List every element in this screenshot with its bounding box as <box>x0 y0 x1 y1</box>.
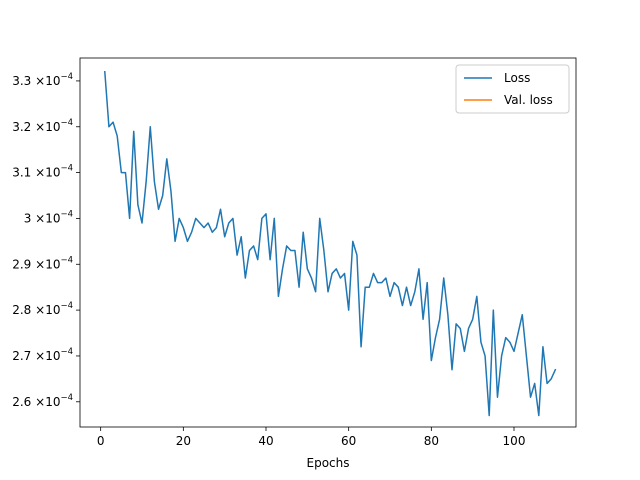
y-tick-label-5: 3.1 ×10−4 <box>12 164 73 180</box>
legend-label-0: Loss <box>504 71 530 85</box>
legend: Loss Val. loss <box>455 64 570 114</box>
x-tick-label-5: 100 <box>503 434 526 448</box>
y-tick-label-4: 3 ×10−4 <box>24 209 73 225</box>
x-tick-label-2: 40 <box>258 434 273 448</box>
x-tick-label-1: 20 <box>176 434 191 448</box>
y-tick-label-1: 2.7 ×10−4 <box>12 347 73 363</box>
y-tick-label-7: 3.3 ×10−4 <box>12 72 73 88</box>
axes: 0 20 40 60 80 100 2.6 ×10−4 2.7 ×10−4 2.8 ×10−4 2… <box>12 57 577 448</box>
x-axis-label: Epochs <box>307 456 350 470</box>
legend-label-1: Val. loss <box>504 93 553 107</box>
axes-frame <box>79 57 577 428</box>
y-tick-label-0: 2.6 ×10−4 <box>12 393 73 409</box>
x-tick-label-3: 60 <box>341 434 356 448</box>
plot-area <box>103 70 557 417</box>
legend-box <box>455 64 570 114</box>
y-tick-label-6: 3.2 ×10−4 <box>12 118 73 134</box>
x-tick-label-0: 0 <box>97 434 105 448</box>
series-line-0 <box>103 70 557 417</box>
y-tick-label-3: 2.9 ×10−4 <box>12 255 73 271</box>
x-tick-label-4: 80 <box>424 434 439 448</box>
y-tick-label-2: 2.8 ×10−4 <box>12 301 73 317</box>
